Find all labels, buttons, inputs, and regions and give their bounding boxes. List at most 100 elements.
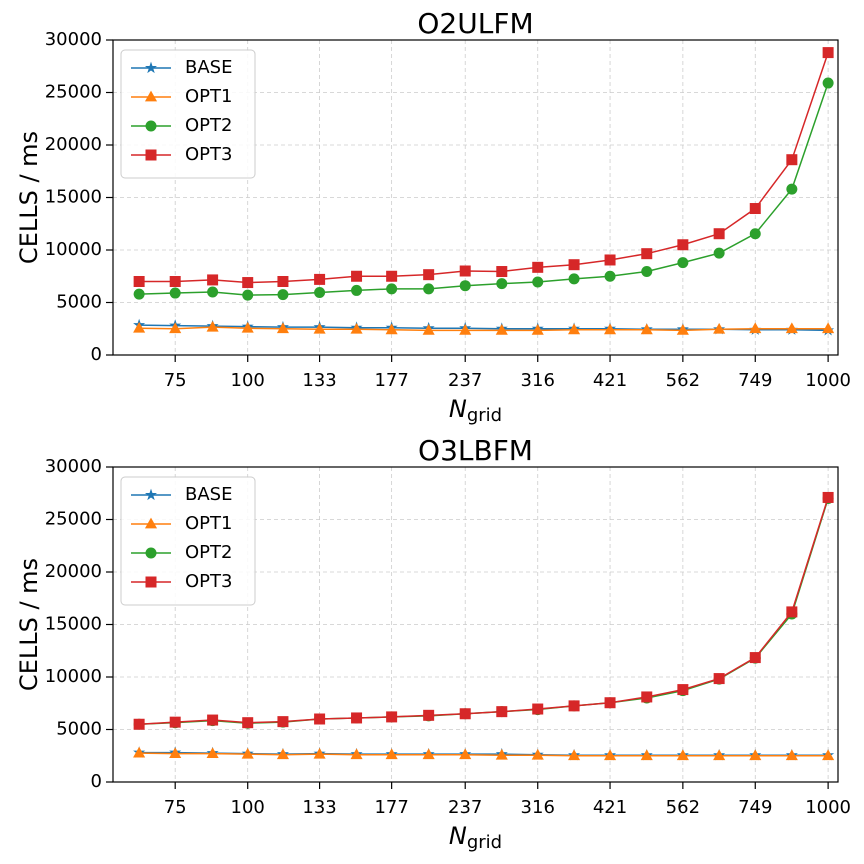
- legend-label: OPT2: [185, 542, 232, 563]
- data-point: [241, 747, 254, 759]
- axes-frame: [112, 39, 839, 356]
- series-line: [139, 497, 829, 725]
- data-point: [133, 718, 145, 730]
- data-point: [677, 239, 689, 251]
- x-tick-label: 100: [231, 797, 265, 818]
- data-point: [713, 322, 726, 334]
- data-point: [133, 288, 145, 300]
- chart-title: O2ULFM: [417, 7, 533, 40]
- data-point: [385, 323, 398, 335]
- data-point: [169, 747, 182, 759]
- data-point: [532, 703, 544, 715]
- x-tick-label: 749: [738, 370, 772, 391]
- data-point: [423, 269, 435, 281]
- data-point: [423, 283, 435, 295]
- y-tick-label: 10000: [45, 666, 102, 687]
- data-point: [386, 711, 398, 723]
- y-tick-label: 30000: [45, 456, 102, 477]
- data-point: [351, 284, 363, 296]
- data-point: [786, 154, 798, 166]
- x-axis-label-sub: grid: [467, 832, 502, 853]
- x-tick-label: 133: [302, 370, 336, 391]
- y-tick-label: 20000: [45, 134, 102, 155]
- y-tick-label: 15000: [45, 614, 102, 635]
- data-point: [276, 322, 289, 334]
- x-tick-label: 75: [164, 797, 187, 818]
- data-point: [531, 748, 544, 760]
- data-point: [313, 747, 326, 759]
- data-point: [713, 673, 725, 685]
- data-point: [677, 257, 689, 269]
- legend-marker: [145, 120, 157, 132]
- data-point: [749, 228, 761, 240]
- data-point: [242, 717, 254, 729]
- data-point: [604, 697, 616, 709]
- legend-marker: [145, 149, 157, 161]
- data-point: [822, 749, 835, 761]
- data-point: [314, 713, 326, 725]
- legend-label: OPT3: [185, 144, 232, 165]
- x-tick-label: 316: [521, 797, 555, 818]
- data-point: [277, 716, 289, 728]
- data-point: [207, 714, 219, 726]
- data-point: [207, 286, 219, 298]
- data-point: [495, 748, 508, 760]
- x-axis-label-main: N: [449, 395, 467, 423]
- data-point: [822, 47, 834, 59]
- data-point: [350, 322, 363, 334]
- subplot: O3LBFM 0 5000 10000 15000 20000 25000 30000 75 10…: [15, 434, 851, 853]
- data-point: [133, 746, 146, 758]
- data-point: [386, 283, 398, 295]
- y-tick-label: 25000: [45, 509, 102, 530]
- data-point: [749, 749, 762, 761]
- data-point: [568, 259, 580, 271]
- data-point: [604, 254, 616, 266]
- data-point: [276, 748, 289, 760]
- data-point: [169, 322, 182, 334]
- data-point: [496, 278, 508, 290]
- data-point: [459, 265, 471, 277]
- series-line: [139, 326, 829, 332]
- x-axis-label: Ngrid: [449, 822, 502, 853]
- y-tick-label: 20000: [45, 561, 102, 582]
- data-point: [169, 276, 181, 287]
- series-line: [139, 82, 829, 296]
- data-point: [641, 248, 653, 260]
- data-point: [169, 716, 181, 728]
- chart-title: O3LBFM: [418, 434, 533, 467]
- legend-marker: [144, 517, 158, 529]
- legend-label: BASE: [185, 57, 232, 78]
- data-point: [676, 749, 689, 761]
- y-tick-label: 0: [91, 771, 102, 792]
- y-tick-label: 5000: [56, 292, 102, 313]
- x-tick-label: 749: [738, 797, 772, 818]
- data-point: [314, 287, 326, 299]
- data-point: [385, 748, 398, 760]
- data-point: [603, 323, 617, 335]
- x-tick-label: 421: [593, 370, 627, 391]
- data-point: [459, 280, 471, 292]
- data-point: [749, 322, 762, 334]
- y-tick-label: 30000: [45, 29, 102, 50]
- legend-box: [120, 49, 256, 179]
- x-tick-label: 421: [593, 797, 627, 818]
- data-point: [496, 266, 508, 278]
- x-axis-label-sub: grid: [467, 405, 502, 426]
- data-point: [568, 749, 581, 761]
- data-point: [786, 606, 798, 618]
- x-tick-label: 562: [666, 797, 700, 818]
- data-point: [822, 491, 834, 503]
- x-axis-label-main: N: [449, 822, 467, 850]
- x-tick-label: 177: [374, 370, 408, 391]
- legend-label: OPT3: [185, 571, 232, 592]
- data-point: [640, 749, 653, 761]
- x-tick-label: 316: [521, 370, 555, 391]
- data-point: [422, 324, 435, 335]
- subplot: O2ULFM 0 5000 10000 15000 20000 25000 30000 75 10…: [15, 7, 851, 426]
- legend-label: BASE: [185, 484, 232, 505]
- data-point: [206, 747, 219, 759]
- data-point: [386, 270, 398, 282]
- legend-label: OPT2: [185, 115, 232, 136]
- legend-label: OPT1: [185, 86, 232, 107]
- data-point: [351, 712, 363, 724]
